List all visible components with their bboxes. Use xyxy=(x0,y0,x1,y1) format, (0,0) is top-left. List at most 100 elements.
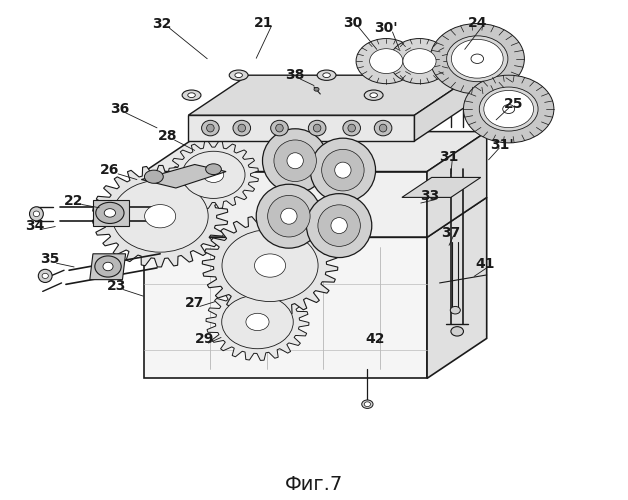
Ellipse shape xyxy=(246,314,269,330)
Ellipse shape xyxy=(451,326,463,336)
Ellipse shape xyxy=(263,129,328,192)
Text: 34: 34 xyxy=(25,218,44,232)
Ellipse shape xyxy=(144,170,163,183)
Text: 28: 28 xyxy=(158,130,178,143)
Ellipse shape xyxy=(313,124,321,132)
Text: 35: 35 xyxy=(41,252,60,266)
Polygon shape xyxy=(144,238,427,378)
Ellipse shape xyxy=(323,73,330,78)
Text: 33: 33 xyxy=(421,190,440,203)
Ellipse shape xyxy=(42,274,48,278)
Ellipse shape xyxy=(103,262,113,270)
Ellipse shape xyxy=(364,402,371,406)
Ellipse shape xyxy=(95,256,121,277)
Ellipse shape xyxy=(287,153,303,168)
Ellipse shape xyxy=(450,306,460,314)
Polygon shape xyxy=(92,166,228,267)
Ellipse shape xyxy=(235,73,242,78)
Text: 29: 29 xyxy=(195,332,214,346)
Text: 38: 38 xyxy=(286,68,305,82)
Text: 26: 26 xyxy=(100,163,119,177)
Polygon shape xyxy=(144,198,487,237)
Polygon shape xyxy=(206,284,309,360)
Ellipse shape xyxy=(362,400,373,408)
Polygon shape xyxy=(188,115,414,141)
Ellipse shape xyxy=(479,87,538,131)
Polygon shape xyxy=(144,172,427,237)
Ellipse shape xyxy=(322,150,364,191)
Text: 30': 30' xyxy=(374,21,398,35)
Ellipse shape xyxy=(256,184,322,248)
Polygon shape xyxy=(144,132,487,172)
Ellipse shape xyxy=(370,93,377,98)
Ellipse shape xyxy=(389,38,450,84)
Text: 30: 30 xyxy=(344,16,362,30)
Polygon shape xyxy=(427,132,487,238)
Ellipse shape xyxy=(268,196,310,237)
Polygon shape xyxy=(93,200,129,226)
Text: 32: 32 xyxy=(153,18,171,32)
Ellipse shape xyxy=(335,162,351,178)
Polygon shape xyxy=(202,215,338,316)
Ellipse shape xyxy=(182,90,201,101)
Ellipse shape xyxy=(379,124,387,132)
Ellipse shape xyxy=(188,93,195,98)
Text: 22: 22 xyxy=(64,194,84,208)
Ellipse shape xyxy=(203,167,224,182)
Ellipse shape xyxy=(222,230,318,302)
Ellipse shape xyxy=(206,164,222,174)
Ellipse shape xyxy=(271,120,288,136)
Polygon shape xyxy=(141,164,226,188)
Ellipse shape xyxy=(314,88,319,91)
Ellipse shape xyxy=(207,124,214,132)
Ellipse shape xyxy=(238,124,246,132)
Ellipse shape xyxy=(38,270,52,282)
Ellipse shape xyxy=(356,38,416,84)
Polygon shape xyxy=(402,178,481,198)
Text: 31': 31' xyxy=(490,138,514,152)
Ellipse shape xyxy=(33,211,40,216)
Ellipse shape xyxy=(310,138,376,202)
Ellipse shape xyxy=(112,180,208,252)
Ellipse shape xyxy=(306,194,372,258)
Text: Фиг.7: Фиг.7 xyxy=(285,475,343,494)
Ellipse shape xyxy=(104,208,116,217)
Polygon shape xyxy=(188,75,474,115)
Ellipse shape xyxy=(364,90,383,101)
Ellipse shape xyxy=(331,218,347,234)
Ellipse shape xyxy=(30,207,43,221)
Text: 36: 36 xyxy=(110,102,129,116)
Ellipse shape xyxy=(348,124,355,132)
Ellipse shape xyxy=(95,202,124,224)
Ellipse shape xyxy=(222,295,293,348)
Text: 21: 21 xyxy=(254,16,274,30)
Text: 31: 31 xyxy=(440,150,458,164)
Ellipse shape xyxy=(343,120,360,136)
Text: 25: 25 xyxy=(504,98,524,112)
Ellipse shape xyxy=(144,204,176,228)
Ellipse shape xyxy=(317,70,336,80)
Text: 42: 42 xyxy=(365,332,386,346)
Ellipse shape xyxy=(308,120,326,136)
Ellipse shape xyxy=(484,90,534,128)
Ellipse shape xyxy=(274,140,317,181)
Ellipse shape xyxy=(471,54,484,64)
Ellipse shape xyxy=(318,205,360,246)
Ellipse shape xyxy=(447,36,508,82)
Ellipse shape xyxy=(254,254,286,277)
Ellipse shape xyxy=(229,70,248,80)
Text: 37: 37 xyxy=(441,226,460,239)
Ellipse shape xyxy=(202,120,219,136)
Ellipse shape xyxy=(430,24,524,94)
Polygon shape xyxy=(90,254,126,280)
Text: 27: 27 xyxy=(185,296,204,310)
Ellipse shape xyxy=(233,120,251,136)
Ellipse shape xyxy=(276,124,283,132)
Ellipse shape xyxy=(502,104,515,114)
Polygon shape xyxy=(168,141,259,208)
Polygon shape xyxy=(427,198,487,378)
Ellipse shape xyxy=(182,152,245,198)
Ellipse shape xyxy=(374,120,392,136)
Ellipse shape xyxy=(403,48,436,74)
Text: 23: 23 xyxy=(107,279,126,293)
